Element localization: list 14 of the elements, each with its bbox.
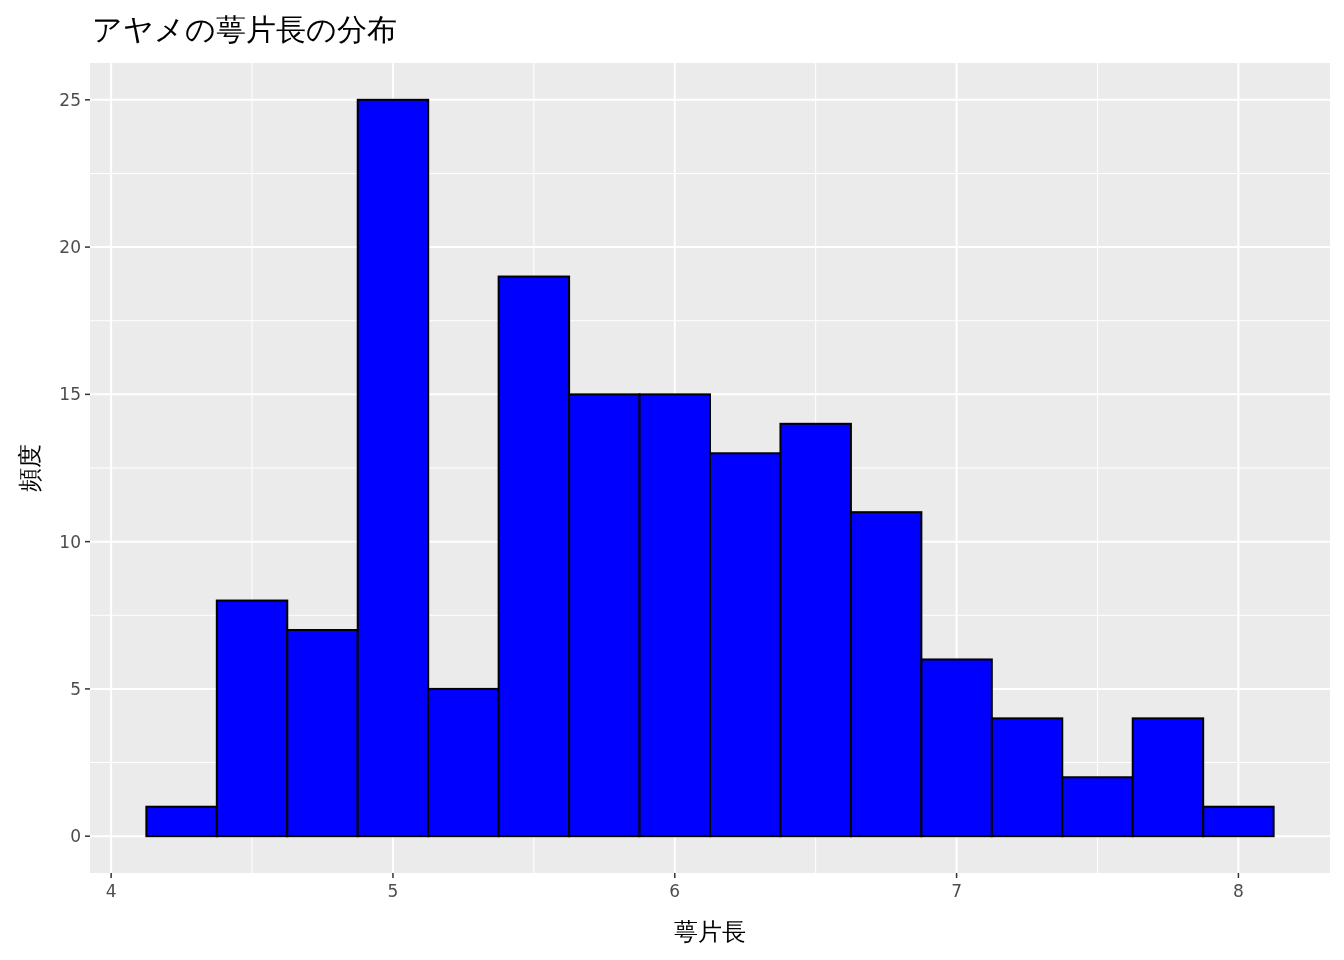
x-tick-label: 8 [1232, 881, 1244, 901]
y-tick-label: 5 [70, 678, 81, 699]
x-tick-label: 7 [951, 881, 962, 901]
x-tick-label: 4 [105, 881, 117, 901]
y-tick-label: 25 [59, 89, 81, 110]
y-tick-label: 15 [59, 384, 81, 405]
y-tick-label: 0 [70, 826, 81, 847]
y-axis-title: 頻度 [16, 444, 44, 492]
y-tick-label: 10 [59, 531, 81, 552]
chart-title: アヤメの萼片長の分布 [92, 12, 397, 47]
y-tick-label: 20 [59, 237, 81, 258]
x-tick-label: 5 [387, 881, 399, 901]
x-axis-title: 萼片長 [674, 918, 746, 946]
x-tick-label: 6 [669, 881, 681, 901]
